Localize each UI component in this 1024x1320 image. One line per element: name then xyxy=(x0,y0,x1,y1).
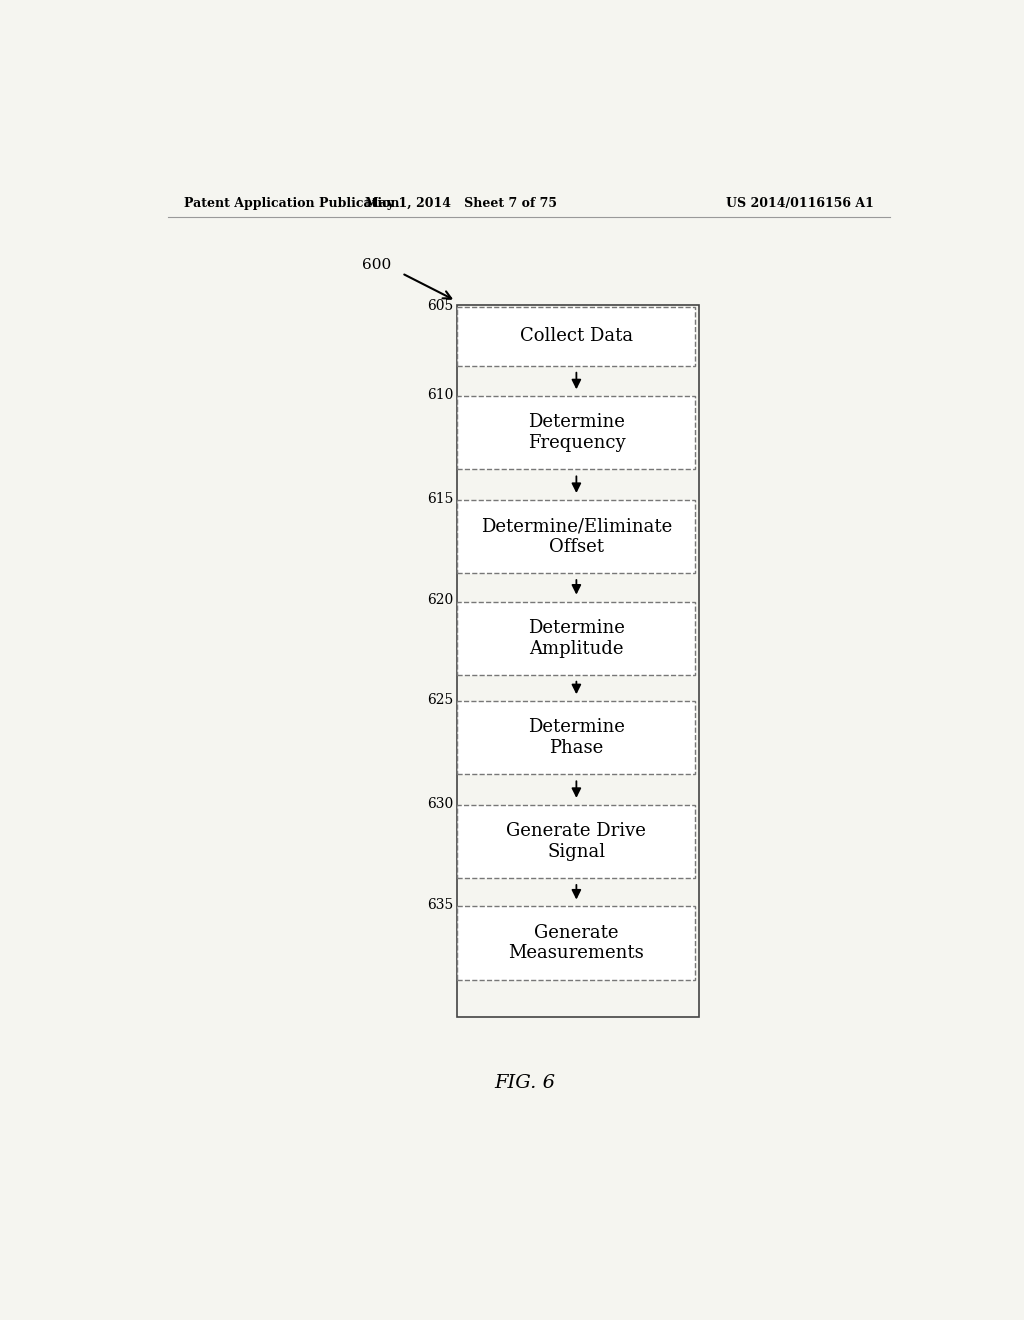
Bar xyxy=(458,907,695,979)
Text: FIG. 6: FIG. 6 xyxy=(495,1074,555,1093)
Text: Generate Drive
Signal: Generate Drive Signal xyxy=(507,822,646,861)
Text: 605: 605 xyxy=(427,298,454,313)
Text: US 2014/0116156 A1: US 2014/0116156 A1 xyxy=(726,197,873,210)
Bar xyxy=(458,500,695,573)
Text: May 1, 2014   Sheet 7 of 75: May 1, 2014 Sheet 7 of 75 xyxy=(366,197,557,210)
Bar xyxy=(458,701,695,775)
Bar xyxy=(458,306,695,366)
Text: Determine/Eliminate
Offset: Determine/Eliminate Offset xyxy=(480,517,672,556)
Text: Determine
Amplitude: Determine Amplitude xyxy=(528,619,625,657)
Text: 600: 600 xyxy=(362,259,391,272)
Text: Generate
Measurements: Generate Measurements xyxy=(509,924,644,962)
Text: Determine
Phase: Determine Phase xyxy=(528,718,625,758)
Bar xyxy=(458,805,695,878)
Text: 615: 615 xyxy=(427,492,454,506)
Text: Patent Application Publication: Patent Application Publication xyxy=(183,197,399,210)
Text: 630: 630 xyxy=(427,797,454,810)
Text: 610: 610 xyxy=(427,388,454,403)
Text: Determine
Frequency: Determine Frequency xyxy=(527,413,626,453)
Bar xyxy=(458,396,695,470)
Text: 620: 620 xyxy=(427,594,454,607)
Text: 635: 635 xyxy=(427,899,454,912)
Bar xyxy=(458,305,699,1018)
Bar xyxy=(458,602,695,675)
Text: 625: 625 xyxy=(427,693,454,708)
Text: Collect Data: Collect Data xyxy=(520,327,633,346)
